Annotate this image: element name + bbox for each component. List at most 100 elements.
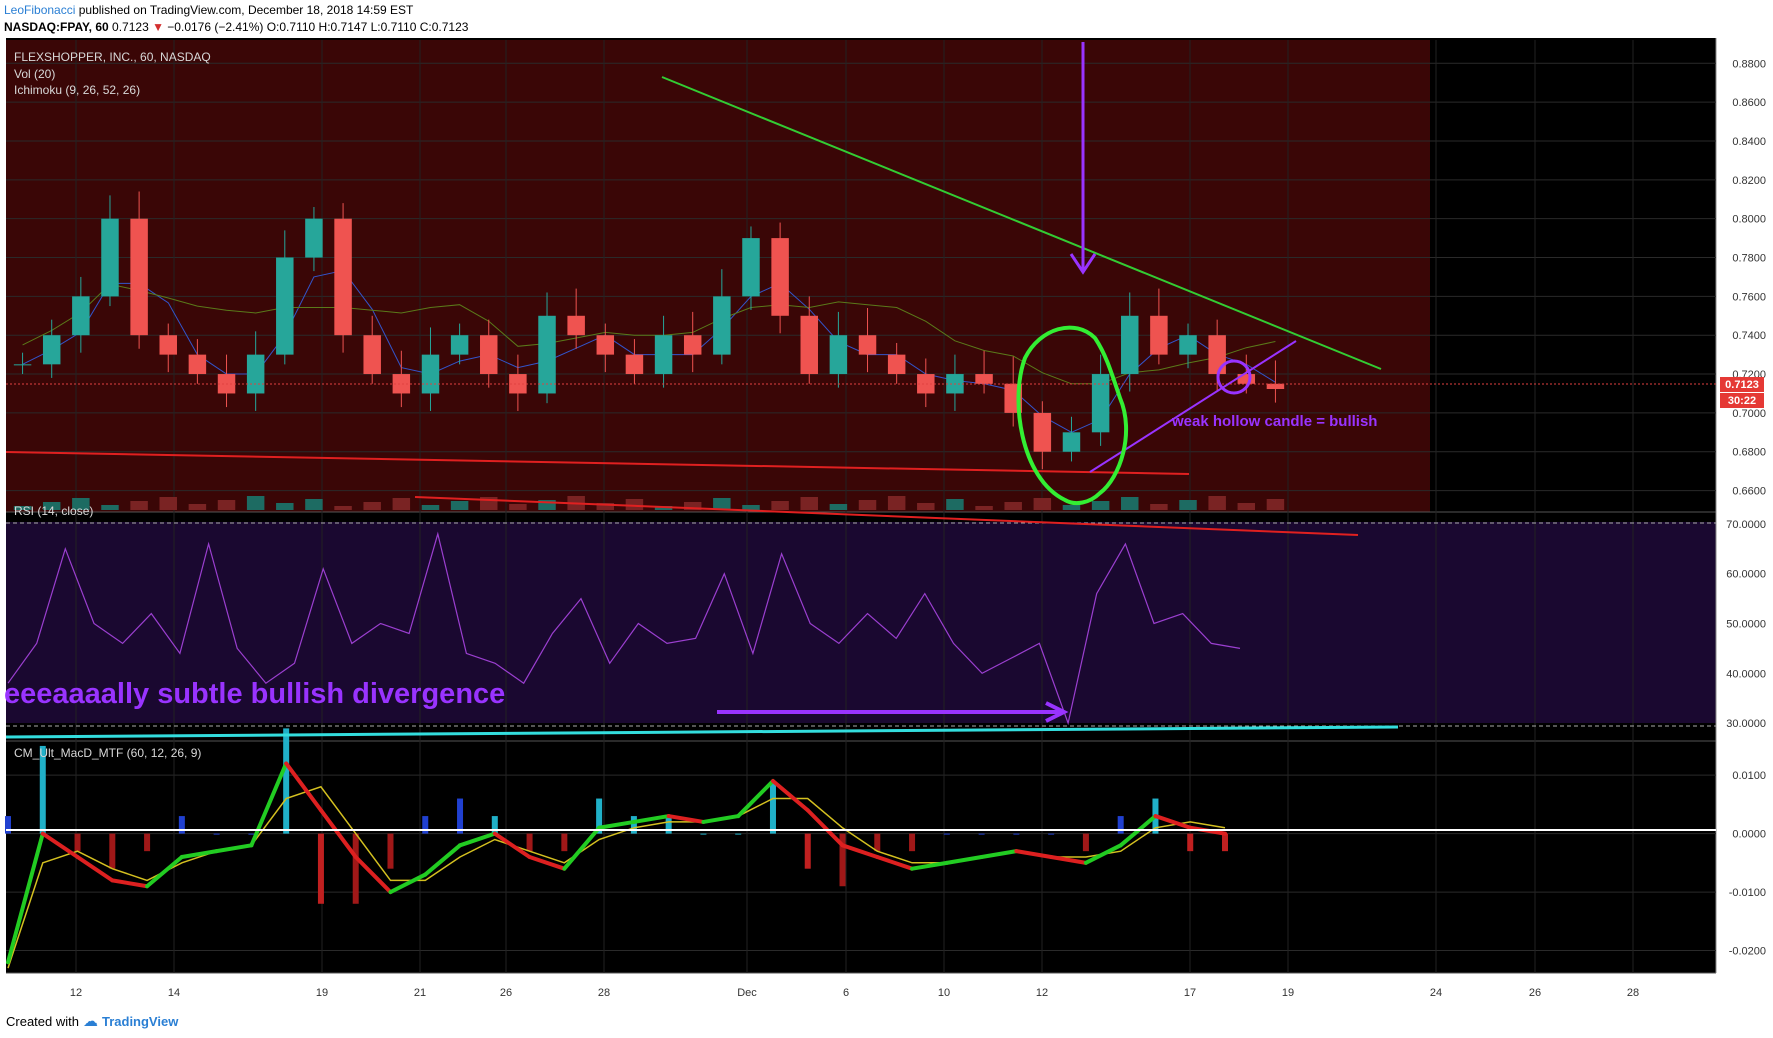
candle-body	[246, 354, 265, 394]
rsi-cyan-trendline[interactable]	[5, 725, 1399, 739]
candle-body	[596, 335, 615, 355]
candle-body	[101, 218, 119, 297]
price-tick-label: 0.8000	[1732, 214, 1766, 226]
candle-note: weak hollow candle = bullish	[1171, 413, 1377, 430]
volume-bar	[538, 500, 556, 510]
macd-line-segment	[805, 808, 845, 848]
candle-body	[130, 218, 148, 336]
macd-line-segment	[631, 814, 671, 824]
volume-bar	[1091, 501, 1110, 510]
candle-body	[1033, 412, 1052, 452]
candle-body	[159, 335, 177, 355]
macd-line-segment	[701, 814, 741, 824]
candle-body	[917, 374, 935, 394]
macd-line-segment	[492, 831, 532, 859]
right-arrow-icon[interactable]	[1045, 701, 1069, 723]
ichimoku-legend[interactable]: Ichimoku (9, 26, 52, 26)	[14, 83, 140, 97]
last-price: 0.7123	[108, 20, 153, 34]
author-link[interactable]: LeoFibonacci	[4, 3, 76, 17]
x-axis-labels[interactable]: 12 14 19 21 26 28 Dec 6 10 12 17 19 24 26 28	[70, 987, 1639, 999]
price-tick-label: 0.7400	[1732, 330, 1766, 342]
macd-line-segment	[840, 843, 880, 859]
volume-bar	[392, 498, 411, 510]
volume-legend[interactable]: Vol (20)	[14, 67, 55, 81]
x-tick-label: 10	[938, 987, 950, 999]
symbol-label: NASDAQ:FPAY, 60	[4, 20, 109, 34]
price-tick-label: 0.7000	[1732, 408, 1766, 420]
macd-line-segment	[979, 849, 1019, 859]
candle-body	[683, 335, 702, 355]
footer: Created with ☁ TradingView	[6, 1012, 178, 1030]
macd-histogram-bar	[39, 745, 46, 834]
macd-histogram-bar	[1082, 833, 1089, 852]
candle-body	[975, 374, 993, 384]
volume-bar	[42, 502, 61, 510]
candle-body	[887, 354, 906, 375]
macd-histogram-bar	[457, 798, 464, 834]
candle-body	[305, 218, 323, 258]
macd-histogram-bar	[352, 833, 359, 904]
support-trendline[interactable]	[5, 451, 1190, 475]
macd-histogram-bar	[5, 816, 11, 834]
candle-body	[858, 335, 877, 355]
x-tick-label: 21	[414, 987, 426, 999]
volume-bar	[509, 504, 527, 510]
x-tick-label: 17	[1184, 987, 1196, 999]
macd-histogram-bar	[804, 833, 811, 869]
ichimoku-lagging-line	[22, 283, 1276, 385]
macd-line-segment	[249, 761, 289, 848]
volume-bar	[917, 503, 935, 510]
candle-body	[1208, 335, 1226, 375]
descending-trendline[interactable]	[661, 76, 1382, 370]
volume-bar	[975, 506, 993, 510]
volume-bar	[1179, 500, 1197, 510]
tradingview-logo-icon[interactable]: ☁	[82, 1013, 98, 1030]
macd-line-segment	[353, 855, 393, 895]
macd-line-segment	[110, 878, 150, 889]
macd-histogram-bar	[74, 833, 81, 852]
candle-body	[567, 315, 585, 336]
price-axis[interactable]	[1716, 38, 1773, 1008]
candle-body	[1121, 315, 1139, 375]
last-price-tag-text: 0.7123	[1725, 379, 1759, 391]
macd-line-segment	[562, 825, 602, 871]
volume-bar	[800, 497, 818, 510]
x-tick-label: 12	[1036, 987, 1048, 999]
x-tick-label: Dec	[737, 987, 757, 999]
macd-line-segment	[944, 855, 984, 865]
volume-bar	[858, 500, 877, 510]
main-legend[interactable]: FLEXSHOPPER, INC., 60, NASDAQ	[14, 50, 211, 64]
chart-canvas[interactable]: weak hollow candle = bullish eeeaaaally …	[0, 38, 1773, 1008]
macd-histogram-bar	[1187, 833, 1194, 852]
purple-circle-annotation[interactable]	[1216, 359, 1252, 395]
macd-tick-label: -0.0100	[1729, 887, 1766, 899]
rsi-legend[interactable]: RSI (14, close)	[14, 504, 93, 518]
candle-body	[421, 354, 440, 394]
volume-bar	[1237, 503, 1256, 510]
x-tick-label: 28	[1627, 987, 1639, 999]
macd-histogram-bar	[874, 833, 881, 852]
macd-line-segment	[770, 779, 810, 813]
candle-body	[1179, 335, 1197, 355]
down-arrow-icon[interactable]	[1069, 253, 1097, 275]
candle-body	[800, 315, 818, 375]
volume-bar	[1121, 497, 1139, 510]
candle-body	[829, 335, 848, 375]
x-tick-label: 6	[843, 987, 849, 999]
rsi-red-trendline[interactable]	[414, 496, 1359, 536]
macd-histogram-bar	[909, 833, 916, 852]
macd-histogram-bar	[248, 833, 255, 835]
price-tick-label: 0.6800	[1732, 447, 1766, 459]
time-tag-text: 30:22	[1728, 395, 1756, 407]
volume-bar	[421, 505, 440, 510]
macd-line-segment	[458, 831, 497, 848]
macd-legend[interactable]: CM_Ult_MacD_MTF (60, 12, 26, 9)	[14, 746, 201, 760]
macd-tick-label: -0.0200	[1729, 946, 1766, 958]
macd-histogram-bar	[422, 816, 429, 834]
candle-body	[538, 315, 556, 394]
green-circle-annotation[interactable]	[1016, 325, 1129, 506]
tradingview-brand[interactable]: TradingView	[101, 1013, 179, 1029]
volume-bar	[625, 499, 644, 510]
price-change: −0.0176 (−2.41%)	[163, 20, 267, 34]
candle-body	[742, 238, 760, 297]
